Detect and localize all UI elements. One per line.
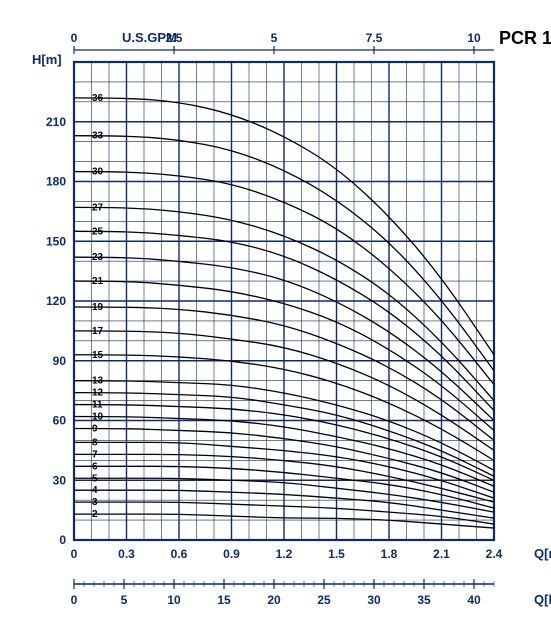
gpm-label: U.S.GPM	[122, 30, 177, 45]
curve-label-6: 6	[92, 461, 98, 472]
lmin-tick: 0	[71, 593, 78, 607]
x1-tick: 0.6	[171, 547, 188, 561]
y-tick: 150	[46, 234, 66, 248]
curve-label-11: 11	[92, 400, 103, 411]
curve-label-15: 15	[92, 350, 104, 361]
curve-label-5: 5	[92, 473, 98, 484]
x1-tick: 0	[71, 547, 78, 561]
pump-curve-chart: 3633302725232119171513121110987654320306…	[20, 20, 551, 621]
x1-axis-label: Q[m³/h]	[534, 546, 551, 561]
lmin-tick: 35	[417, 593, 431, 607]
curve-label-19: 19	[92, 302, 104, 313]
curve-label-3: 3	[92, 497, 98, 508]
lmin-tick: 30	[367, 593, 381, 607]
curve-label-10: 10	[92, 412, 104, 423]
curve-label-12: 12	[92, 388, 104, 399]
x1-tick: 2.4	[486, 547, 503, 561]
y-tick: 90	[53, 354, 67, 368]
gpm-tick: 10	[467, 31, 481, 45]
curve-label-27: 27	[92, 202, 104, 213]
curve-label-4: 4	[92, 485, 98, 496]
lmin-tick: 40	[467, 593, 481, 607]
lmin-tick: 5	[121, 593, 128, 607]
curve-label-33: 33	[92, 131, 104, 142]
x1-tick: 1.8	[381, 547, 398, 561]
curve-label-13: 13	[92, 376, 104, 387]
x2-axis-label: Q[l/min]	[534, 592, 551, 607]
curve-label-21: 21	[92, 276, 104, 287]
x1-tick: 1.5	[328, 547, 345, 561]
gpm-tick: 0	[71, 31, 78, 45]
lmin-tick: 20	[267, 593, 281, 607]
y-tick: 180	[46, 175, 66, 189]
curve-label-8: 8	[92, 437, 98, 448]
y-tick: 30	[53, 473, 67, 487]
x1-tick: 1.2	[276, 547, 293, 561]
y-axis-label: H[m]	[32, 52, 62, 67]
lmin-tick: 10	[167, 593, 181, 607]
chart-title: PCR 1	[499, 28, 551, 48]
x1-tick: 0.3	[118, 547, 135, 561]
curve-label-30: 30	[92, 167, 104, 178]
x1-tick: 0.9	[223, 547, 240, 561]
lmin-tick: 25	[317, 593, 331, 607]
curve-label-7: 7	[92, 449, 98, 460]
y-tick: 60	[53, 414, 67, 428]
y-tick: 120	[46, 294, 66, 308]
curve-label-25: 25	[92, 226, 104, 237]
gpm-tick: 7.5	[366, 31, 383, 45]
x1-tick: 2.1	[433, 547, 450, 561]
curve-label-23: 23	[92, 252, 104, 263]
curve-label-17: 17	[92, 326, 104, 337]
lmin-tick: 15	[217, 593, 231, 607]
y-tick: 0	[59, 533, 66, 547]
curve-label-36: 36	[92, 93, 104, 104]
curve-label-2: 2	[92, 509, 98, 520]
gpm-tick: 5	[271, 31, 278, 45]
y-tick: 210	[46, 115, 66, 129]
curve-label-9: 9	[92, 423, 98, 434]
